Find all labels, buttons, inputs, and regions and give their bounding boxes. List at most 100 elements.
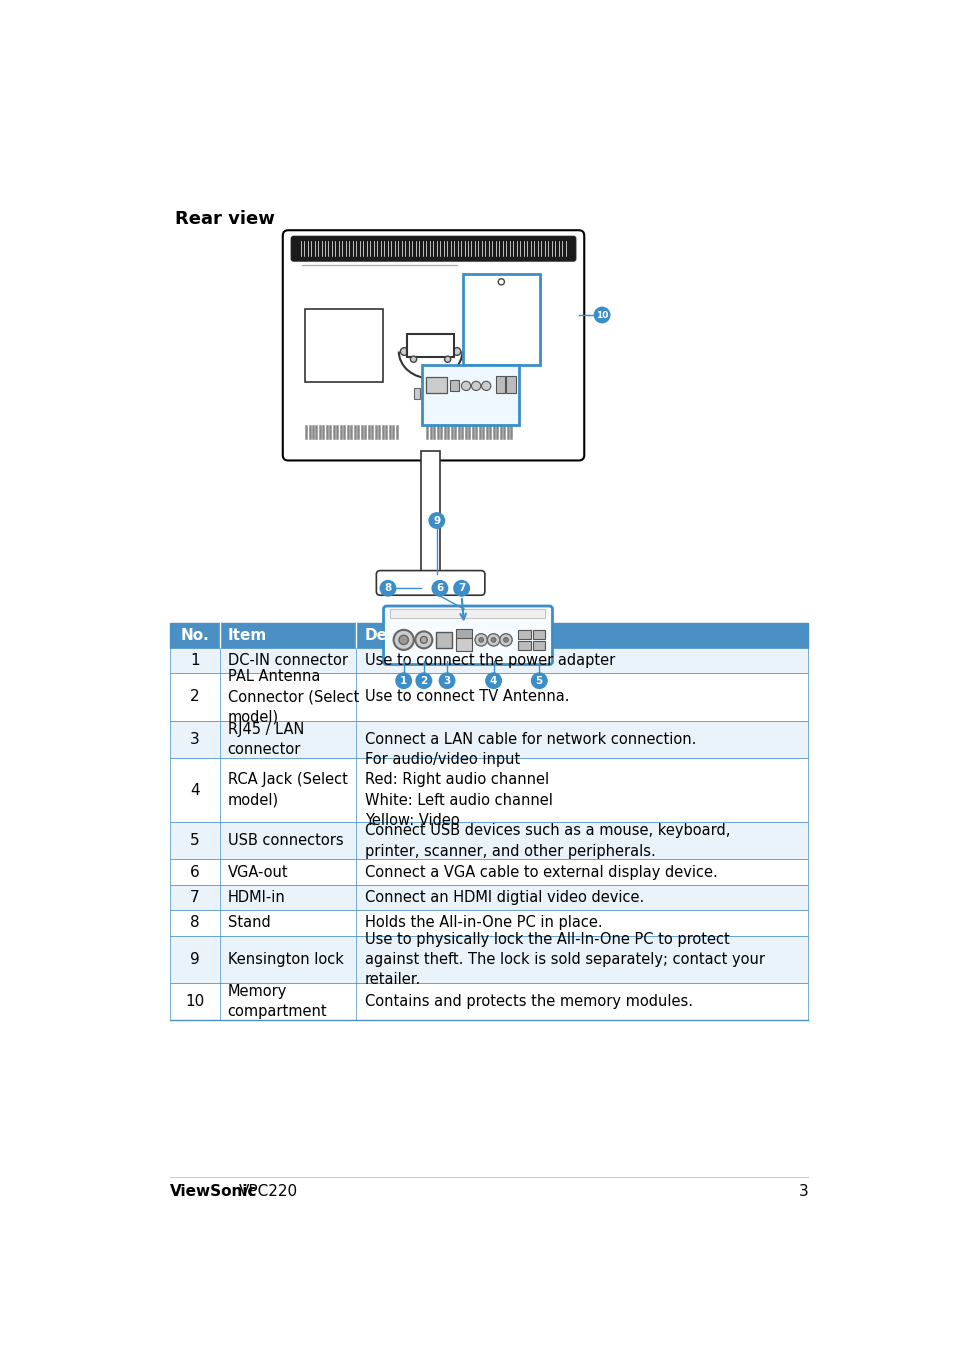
- Text: Connect a VGA cable to external display device.: Connect a VGA cable to external display …: [365, 865, 717, 880]
- Text: 9: 9: [433, 516, 440, 525]
- Circle shape: [420, 636, 427, 643]
- Text: 9: 9: [190, 952, 199, 967]
- Text: Use to connect the power adapter: Use to connect the power adapter: [365, 653, 615, 668]
- Text: Rear view: Rear view: [174, 210, 274, 229]
- Text: Holds the All-in-One PC in place.: Holds the All-in-One PC in place.: [365, 915, 602, 930]
- Circle shape: [395, 673, 411, 688]
- Circle shape: [444, 356, 450, 363]
- Bar: [456, 630, 472, 640]
- Text: For audio/video input
Red: Right audio channel
White: Left audio channel
Yellow:: For audio/video input Red: Right audio c…: [365, 751, 552, 829]
- Text: Kensington lock: Kensington lock: [228, 952, 343, 967]
- Text: 6: 6: [190, 865, 199, 880]
- Circle shape: [439, 673, 455, 688]
- Circle shape: [415, 631, 432, 649]
- Circle shape: [380, 581, 395, 596]
- Bar: [170, 673, 807, 720]
- Bar: [170, 983, 807, 1021]
- Circle shape: [485, 673, 500, 688]
- Bar: [449, 379, 458, 390]
- Bar: [436, 632, 452, 647]
- Text: 7: 7: [457, 584, 465, 593]
- Text: Stand: Stand: [228, 915, 271, 930]
- Bar: [390, 609, 545, 619]
- Text: 2: 2: [419, 676, 427, 685]
- Bar: [170, 860, 807, 884]
- Circle shape: [475, 634, 487, 646]
- Text: PAL Antenna
Connector (Select
model): PAL Antenna Connector (Select model): [228, 669, 358, 724]
- Text: Description: Description: [365, 628, 463, 643]
- Text: Memory
compartment: Memory compartment: [228, 984, 327, 1020]
- Text: Connect an HDMI digtial video device.: Connect an HDMI digtial video device.: [365, 890, 643, 904]
- Circle shape: [487, 634, 499, 646]
- Bar: [462, 274, 539, 366]
- Text: Use to physically lock the All-In-One PC to protect
against theft. The lock is s: Use to physically lock the All-In-One PC…: [365, 932, 764, 987]
- Bar: [414, 389, 420, 399]
- Text: Use to connect TV Antenna.: Use to connect TV Antenna.: [365, 689, 569, 704]
- Text: 3: 3: [190, 731, 199, 746]
- Text: 1: 1: [399, 676, 407, 685]
- Bar: [170, 720, 807, 758]
- Circle shape: [499, 634, 512, 646]
- Text: RJ45 / LAN
connector: RJ45 / LAN connector: [228, 722, 304, 757]
- Circle shape: [432, 581, 447, 596]
- Text: Item: Item: [228, 628, 267, 643]
- Bar: [506, 376, 516, 393]
- Circle shape: [453, 348, 460, 355]
- Text: 3: 3: [443, 676, 450, 685]
- Text: VGA-out: VGA-out: [228, 865, 288, 880]
- Bar: [305, 309, 382, 382]
- Bar: [170, 910, 807, 936]
- Text: RCA Jack (Select
model): RCA Jack (Select model): [228, 772, 347, 808]
- Bar: [533, 640, 545, 650]
- Bar: [420, 451, 440, 574]
- Bar: [517, 640, 530, 650]
- FancyBboxPatch shape: [291, 237, 575, 261]
- Text: Connect a LAN cable for network connection.: Connect a LAN cable for network connecti…: [365, 731, 696, 746]
- Text: 10: 10: [596, 310, 608, 320]
- Circle shape: [398, 635, 408, 645]
- Circle shape: [497, 279, 504, 284]
- Circle shape: [478, 638, 483, 642]
- Bar: [170, 623, 807, 647]
- Text: Contains and protects the memory modules.: Contains and protects the memory modules…: [365, 994, 692, 1009]
- Text: 2: 2: [190, 689, 199, 704]
- Circle shape: [394, 630, 414, 650]
- Text: 10: 10: [185, 994, 204, 1009]
- Text: 5: 5: [190, 833, 199, 849]
- FancyBboxPatch shape: [282, 230, 583, 460]
- Circle shape: [416, 673, 431, 688]
- Circle shape: [594, 307, 609, 322]
- Text: 4: 4: [490, 676, 497, 685]
- Bar: [456, 638, 472, 651]
- Bar: [170, 884, 807, 910]
- Text: Connect USB devices such as a mouse, keyboard,
printer, scanner, and other perip: Connect USB devices such as a mouse, key…: [365, 823, 730, 858]
- Circle shape: [471, 382, 480, 390]
- Bar: [421, 366, 518, 425]
- Circle shape: [429, 513, 444, 528]
- Circle shape: [454, 581, 469, 596]
- Text: 6: 6: [436, 584, 443, 593]
- Bar: [517, 630, 530, 639]
- Text: USB connectors: USB connectors: [228, 833, 343, 849]
- Circle shape: [491, 638, 496, 642]
- Bar: [170, 647, 807, 673]
- Circle shape: [461, 382, 470, 390]
- Text: No.: No.: [180, 628, 209, 643]
- FancyBboxPatch shape: [383, 607, 552, 665]
- Circle shape: [503, 638, 508, 642]
- Text: 4: 4: [190, 783, 199, 798]
- Text: 5: 5: [536, 676, 542, 685]
- Circle shape: [410, 356, 416, 363]
- Circle shape: [400, 348, 408, 355]
- Bar: [170, 758, 807, 822]
- Bar: [170, 822, 807, 860]
- FancyBboxPatch shape: [376, 570, 484, 596]
- Text: ViewSonic: ViewSonic: [170, 1183, 257, 1198]
- Bar: [170, 936, 807, 983]
- Circle shape: [481, 382, 491, 390]
- Circle shape: [531, 673, 546, 688]
- Text: 8: 8: [190, 915, 199, 930]
- Text: HDMI-in: HDMI-in: [228, 890, 285, 904]
- Bar: [533, 630, 545, 639]
- Bar: [425, 378, 447, 393]
